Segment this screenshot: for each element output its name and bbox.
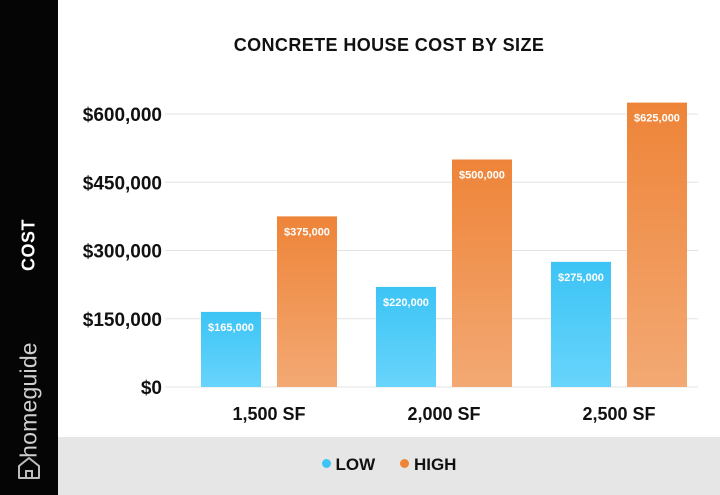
bar-value-label: $165,000 — [208, 322, 254, 334]
bar-high — [627, 102, 687, 387]
sidebar: COST homeguide — [0, 0, 58, 495]
y-tick-label: $150,000 — [83, 310, 162, 331]
legend: LOW HIGH — [58, 437, 720, 495]
bar-high — [277, 216, 337, 387]
legend-label-high: HIGH — [413, 455, 457, 474]
legend-swatch-high — [399, 459, 409, 468]
bar-chart: $0 $150,000 $300,000 $450,000 $600,000 $165,0… — [83, 102, 698, 424]
x-tick-label: 2,500 SF — [582, 404, 655, 424]
y-tick-label: $600,000 — [83, 105, 162, 126]
house-icon — [18, 457, 40, 479]
bar-high — [452, 159, 512, 387]
legend-swatch-low — [321, 459, 331, 468]
y-axis-title: COST — [18, 218, 39, 272]
legend-item-low: LOW — [321, 455, 376, 475]
y-tick-label: $450,000 — [83, 173, 162, 194]
bar-value-label: $375,000 — [284, 226, 330, 238]
brand-logo-text: homeguide — [15, 342, 42, 458]
y-tick-label: $300,000 — [83, 242, 162, 263]
bar-value-label: $500,000 — [459, 170, 505, 182]
chart-title: CONCRETE HOUSE COST BY SIZE — [233, 35, 545, 55]
y-tick-label: $0 — [141, 378, 162, 399]
legend-label-low: LOW — [335, 455, 376, 474]
x-tick-label: 1,500 SF — [232, 404, 305, 424]
x-tick-label: 2,000 SF — [407, 404, 480, 424]
legend-item-high: HIGH — [399, 455, 457, 475]
bar-low — [201, 311, 261, 387]
bar-value-label: $275,000 — [558, 272, 604, 284]
bar-low — [551, 261, 611, 387]
bar-value-label: $220,000 — [383, 297, 429, 309]
bar-value-label: $625,000 — [634, 113, 680, 125]
bar-low — [376, 286, 436, 387]
